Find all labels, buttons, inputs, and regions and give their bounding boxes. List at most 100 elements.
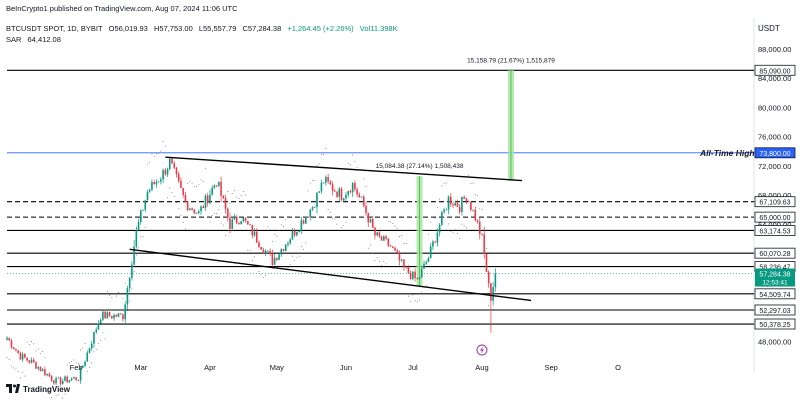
candle-body [280,249,283,255]
time-tick-label: May [270,363,284,372]
candle-body [278,254,280,260]
symbol-label[interactable]: BTCUSDT SPOT, 1D, BYBIT [6,24,103,33]
sar-dot [365,186,367,188]
price-tick-label: 72,000.00 [758,162,791,171]
currency-label[interactable]: USDT [758,24,780,33]
current-price-label: 57,284.38 [759,272,790,279]
candle-body [452,204,454,206]
low-value: L55,557.79 [198,24,237,33]
sar-dot [278,229,280,231]
candle-body [425,261,428,264]
sar-dot [37,348,39,350]
sar-dot [213,212,215,214]
sar-dot [488,305,490,307]
sar-dot [11,365,12,367]
candle-body [258,242,260,248]
sar-dot [13,367,15,369]
time-tick-label: Mar [134,363,147,372]
sar-dot [62,397,64,399]
candle-body [383,236,385,241]
candle-body [478,221,481,234]
sar-dot [44,357,46,359]
candle-body [400,259,403,261]
sar-dot [97,343,99,345]
candle-body [220,181,222,196]
candle-body [184,195,187,202]
candle-body [59,377,62,384]
sar-dot [153,155,155,157]
candle-body [456,202,459,207]
tradingview-logo[interactable]: TradingView [6,384,70,394]
candle-body [363,196,365,206]
sar-dot [118,292,119,293]
candle-body [244,217,247,221]
candle-body [39,366,42,371]
candle-body [12,347,15,350]
price-tag-label: 63,174.53 [759,228,790,235]
candle-body [229,217,231,229]
candle-body [320,182,323,192]
sar-dot [432,216,434,218]
sar-dot [77,362,79,364]
sar-dot [126,310,128,311]
candle-body [35,362,37,369]
price-tag: 50,378.25 [754,318,796,330]
candle-body [26,357,28,361]
candle-body [445,209,448,211]
sar-dot [349,164,351,166]
sar-dot [19,377,21,379]
sar-dot [93,351,95,353]
candle-body [376,232,378,236]
sar-dot [124,282,126,284]
sar-dot [202,181,204,182]
candle-body [93,332,95,344]
candle-body [95,329,97,333]
sar-dot [225,234,226,236]
sar-dot [198,184,200,186]
candle-body [369,219,372,223]
tradingview-icon [6,384,20,393]
sar-dot [329,211,331,213]
candle-body [351,182,354,193]
candle-body [226,208,229,218]
candle-body [327,176,329,182]
sar-dot [86,370,88,372]
sar-dot [341,226,342,228]
measure-label: 15,084.38 (27.14%) 1,508,438 [376,163,464,170]
change-value: +1,264.45 (+2.26%) [287,24,354,33]
sar-dot [46,390,48,392]
countdown-label: 12:53:41 [762,280,788,287]
candle-body [251,225,254,236]
sar-dot [35,350,37,352]
sar-dot [8,359,10,361]
candle-body [238,222,240,225]
candle-body [472,209,474,211]
candle-body [162,170,164,180]
candle-body [15,349,17,351]
sar-dot [425,285,427,287]
candle-body [302,220,305,224]
candle-body [416,278,419,280]
sar-dot [256,266,258,268]
candle-body [124,304,126,320]
sar-dot [111,297,113,299]
candle-body [180,180,182,188]
sar-dot [318,163,320,165]
candle-body [140,210,142,222]
candle-body [155,181,158,185]
candle-body [338,188,341,197]
sar-dot [468,174,470,176]
sar-dot [196,186,197,188]
candle-body [164,170,167,175]
candle-body [360,196,363,198]
candle-body [354,182,356,190]
candle-body [436,232,439,243]
sar-dot [15,368,17,370]
sar-label[interactable]: SAR [6,35,22,44]
candle-body [97,323,100,330]
sar-dot [459,237,461,239]
price-tag-label: 73,800.00 [759,151,790,158]
price-tag: 60,070.28 [754,247,796,259]
sar-dot [298,255,300,257]
